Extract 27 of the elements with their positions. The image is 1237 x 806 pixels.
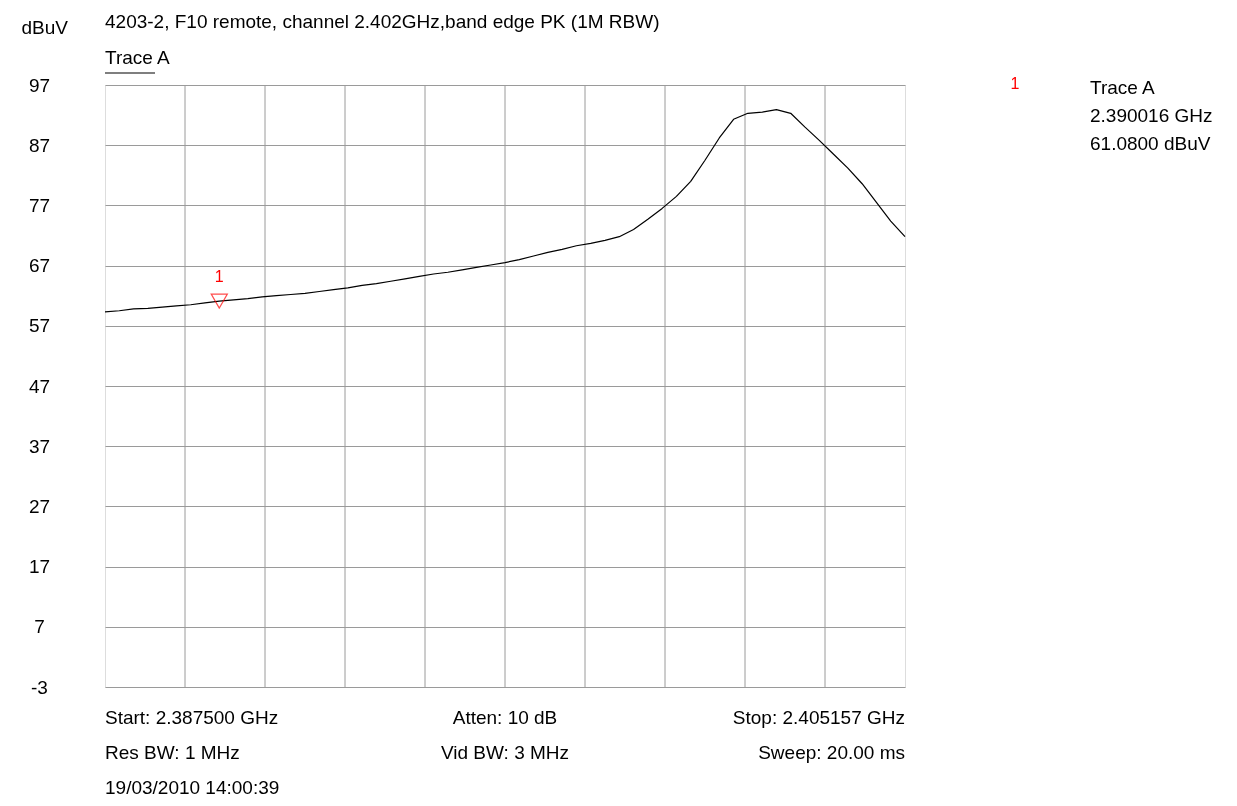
text: Res BW: 1 MHz [105, 742, 240, 763]
y-tick-label: 97 [28, 74, 51, 96]
text: Trace A [105, 47, 171, 68]
line-series [104, 109, 906, 313]
text: 2.390016 GHz [1090, 105, 1213, 126]
text: 1 [1010, 75, 1020, 92]
text: Sweep: 20.00 ms [758, 742, 905, 763]
text: 61.0800 dBuV [1090, 133, 1211, 154]
y-axis-title: dBuV [21, 16, 69, 38]
text: Atten: 10 dB [452, 707, 558, 728]
y-tick-label: 77 [28, 194, 51, 216]
text: 19/03/2010 14:00:39 [105, 777, 280, 798]
text: Trace A [1090, 77, 1156, 98]
chart-title: 4203-2, F10 remote, channel 2.402GHz,band edge PK (1M RBW) [105, 11, 660, 32]
y-tick-label: 47 [28, 375, 51, 397]
text: Stop: 2.405157 GHz [732, 707, 905, 728]
y-tick-label: 27 [28, 495, 51, 517]
y-tick-label: 37 [28, 435, 51, 457]
y-tick-label: 87 [28, 134, 51, 156]
y-tick-label: 17 [28, 556, 51, 578]
series-label: 1 [214, 268, 224, 286]
y-tick-label: 57 [28, 315, 51, 337]
y-tick-label: -3 [31, 676, 48, 698]
text: Vid BW: 3 MHz [440, 742, 570, 763]
text: Start: 2.387500 GHz [105, 707, 279, 728]
y-tick-label: 7 [34, 616, 45, 638]
y-tick-label: 67 [28, 255, 51, 277]
